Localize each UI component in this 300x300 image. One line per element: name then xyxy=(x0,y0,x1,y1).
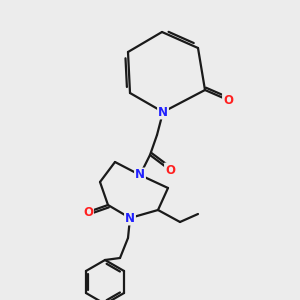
Text: N: N xyxy=(125,212,135,224)
Text: O: O xyxy=(223,94,233,106)
Text: N: N xyxy=(135,169,145,182)
Text: N: N xyxy=(158,106,168,118)
Text: O: O xyxy=(165,164,175,176)
Text: O: O xyxy=(83,206,93,218)
